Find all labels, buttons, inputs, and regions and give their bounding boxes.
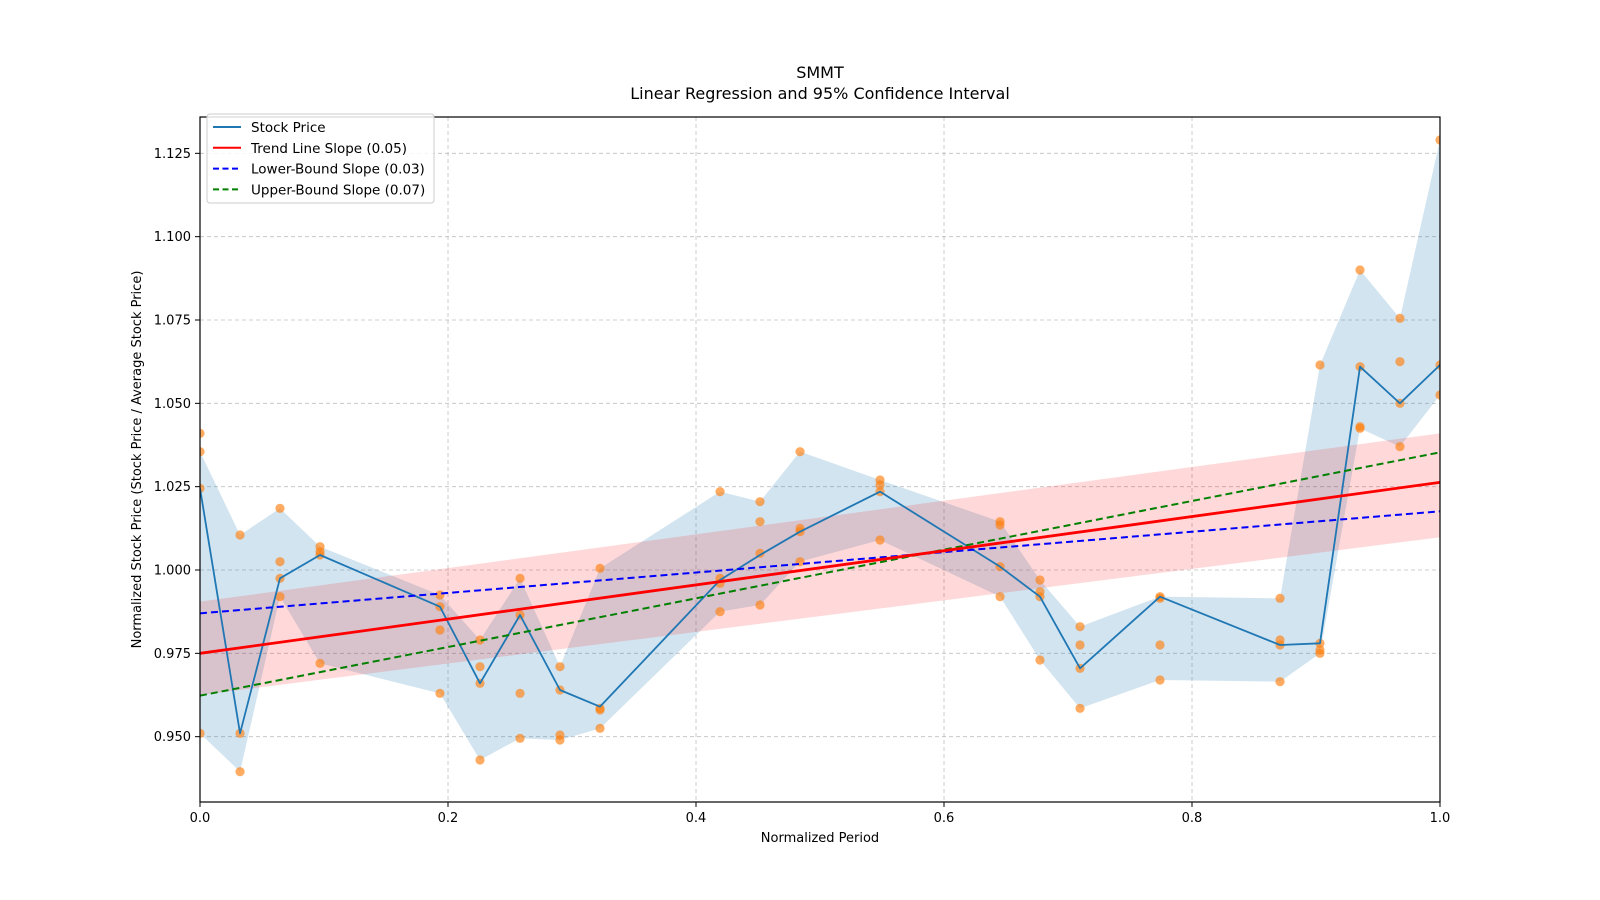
scatter-point: [515, 688, 525, 698]
y-tick-label: 0.975: [154, 647, 191, 662]
confidence-interval-band: [200, 433, 1440, 695]
scatter-point: [200, 728, 205, 738]
scatter-point: [315, 658, 325, 668]
scatter-point: [1395, 442, 1405, 452]
y-tick-label: 0.950: [154, 730, 191, 745]
plot-frame: [199, 116, 1441, 803]
scatter-point: [1315, 648, 1325, 658]
y-tick-label: 1.050: [154, 397, 191, 412]
legend-label: Stock Price: [251, 120, 326, 136]
scatter-point: [1395, 357, 1405, 367]
chart-subtitle: Linear Regression and 95% Confidence Int…: [630, 84, 1010, 103]
scatter-point: [1035, 575, 1045, 585]
scatter-point: [475, 662, 485, 672]
scatter-point: [1275, 677, 1285, 687]
legend-label: Upper-Bound Slope (0.07): [251, 182, 425, 198]
trend-line: [200, 480, 1440, 655]
x-tick-label: 1.0: [1430, 811, 1451, 826]
x-tick-label: 0.6: [934, 811, 955, 826]
scatter-point: [435, 625, 445, 635]
scatter-point: [555, 735, 565, 745]
stock-price-line: [200, 364, 1440, 735]
scatter-point: [1315, 360, 1325, 370]
scatter-point: [755, 600, 765, 610]
legend: Stock Price Trend Line Slope (0.05) Lower-…: [206, 113, 435, 204]
scatter-point: [200, 428, 205, 438]
scatter-point: [715, 487, 725, 497]
scatter-point: [1035, 655, 1045, 665]
scatter-point: [995, 592, 1005, 602]
scatter-point: [275, 592, 285, 602]
y-tick-label: 1.075: [154, 314, 191, 329]
scatter-point: [475, 755, 485, 765]
scatter-point: [795, 447, 805, 457]
y-axis-label: Normalized Stock Price (Stock Price / Av…: [130, 271, 145, 649]
scatter-point: [1275, 593, 1285, 603]
scatter-point: [875, 480, 885, 490]
price-range-band: [200, 140, 1440, 772]
y-tick-label: 1.025: [154, 480, 191, 495]
scatter-point: [235, 767, 245, 777]
plot-area: [200, 135, 1440, 777]
scatter-point: [1155, 675, 1165, 685]
x-axis-label: Normalized Period: [761, 831, 879, 846]
y-tick-label: 1.125: [154, 147, 191, 162]
scatter-point: [1355, 265, 1365, 275]
scatter-point: [595, 563, 605, 573]
scatter-point: [1435, 135, 1440, 145]
scatter-point: [755, 517, 765, 527]
scatter-point: [715, 607, 725, 617]
scatter-point: [200, 447, 205, 457]
scatter-point: [235, 530, 245, 540]
x-tick-label: 0.4: [686, 811, 707, 826]
chart-title: SMMT: [796, 63, 844, 82]
legend-box: [206, 113, 435, 204]
scatter-point: [875, 535, 885, 545]
scatter-point: [435, 590, 445, 600]
x-tick-label: 0.8: [1182, 811, 1203, 826]
y-axis: 0.950 0.975 1.000 1.025 1.050 1.075 1.100 1.125: [154, 147, 200, 745]
scatter-point: [595, 723, 605, 733]
scatter-point: [755, 497, 765, 507]
y-tick-label: 1.000: [154, 564, 191, 579]
scatter-point: [1075, 703, 1085, 713]
scatter-point: [1075, 622, 1085, 632]
scatter-point: [475, 635, 485, 645]
scatter-point: [555, 662, 565, 672]
scatter-point: [275, 557, 285, 567]
scatter-point: [515, 733, 525, 743]
scatter-point: [275, 503, 285, 513]
upper-bound-line: [200, 451, 1440, 697]
scatter-point: [1075, 640, 1085, 650]
y-tick-label: 1.100: [154, 230, 191, 245]
scatter-point: [595, 705, 605, 715]
lower-bound-line: [200, 510, 1440, 615]
scatter-point: [1355, 423, 1365, 433]
scatter-point: [1435, 390, 1440, 400]
legend-label: Trend Line Slope (0.05): [250, 141, 407, 157]
scatter-point: [1155, 593, 1165, 603]
scatter-point: [1395, 313, 1405, 323]
x-tick-label: 0.2: [438, 811, 459, 826]
x-tick-label: 0.0: [190, 811, 211, 826]
scatter-point: [435, 688, 445, 698]
scatter-point: [995, 520, 1005, 530]
scatter-point: [515, 573, 525, 583]
x-axis: 0.0 0.2 0.4 0.6 0.8 1.0: [190, 802, 1451, 826]
scatter-point: [1155, 640, 1165, 650]
legend-label: Lower-Bound Slope (0.03): [251, 162, 425, 178]
